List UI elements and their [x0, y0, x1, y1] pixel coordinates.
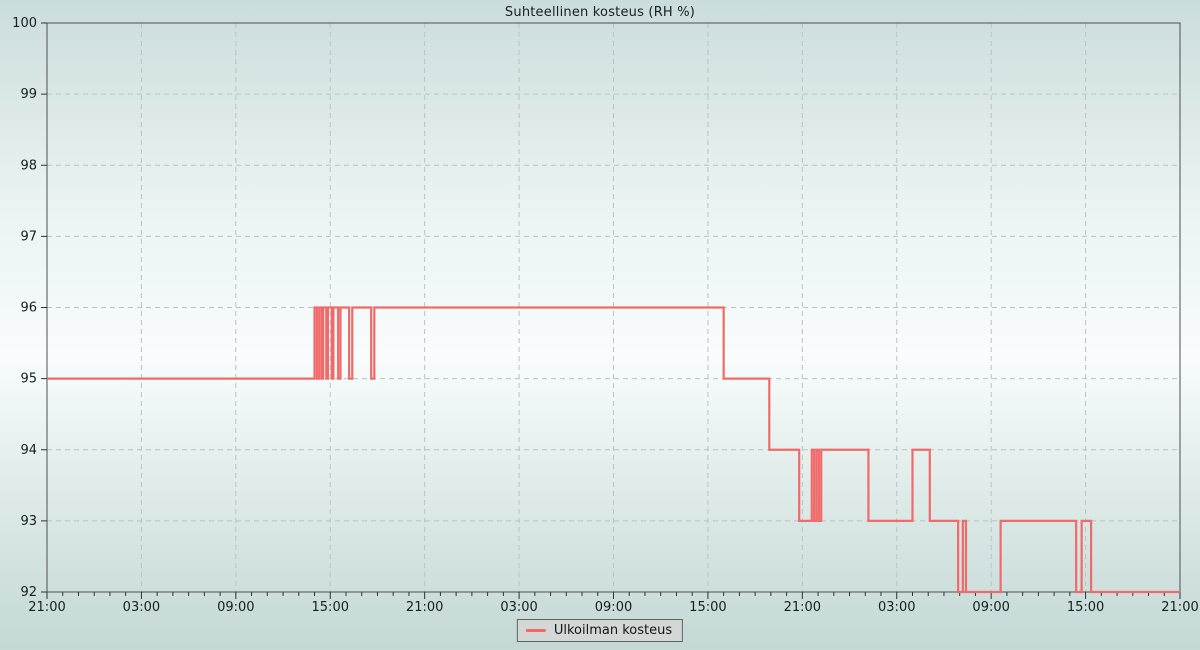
y-tick-label: 96 — [20, 301, 37, 316]
x-tick-label: 09:00 — [217, 600, 254, 615]
x-tick-label: 03:00 — [500, 600, 537, 615]
x-tick-label: 15:00 — [689, 600, 726, 615]
x-tick-label: 09:00 — [595, 600, 632, 615]
y-tick-label: 99 — [20, 87, 37, 102]
chart-title: Suhteellinen kosteus (RH %) — [504, 5, 696, 20]
x-tick-label: 09:00 — [972, 600, 1009, 615]
x-tick-label: 21:00 — [406, 600, 443, 615]
x-tick-label: 21:00 — [28, 600, 65, 615]
y-tick-label: 95 — [20, 372, 37, 387]
y-tick-label: 92 — [20, 585, 37, 600]
legend-series-label: Ulkoilman kosteus — [553, 622, 673, 638]
y-tick-label: 97 — [20, 229, 37, 244]
x-tick-label: 15:00 — [312, 600, 349, 615]
series-line — [47, 306, 1180, 594]
y-tick-label: 98 — [20, 158, 37, 173]
legend-box: Ulkoilman kosteus — [516, 619, 684, 642]
x-tick-label: 21:00 — [1161, 600, 1198, 615]
legend-line-swatch — [525, 628, 546, 632]
x-tick-label: 15:00 — [1067, 600, 1104, 615]
y-tick-label: 94 — [20, 443, 37, 458]
y-tick-label: 100 — [12, 16, 37, 31]
x-tick-label: 03:00 — [878, 600, 915, 615]
x-tick-label: 03:00 — [123, 600, 160, 615]
y-tick-label: 93 — [20, 514, 37, 529]
x-tick-label: 21:00 — [784, 600, 821, 615]
